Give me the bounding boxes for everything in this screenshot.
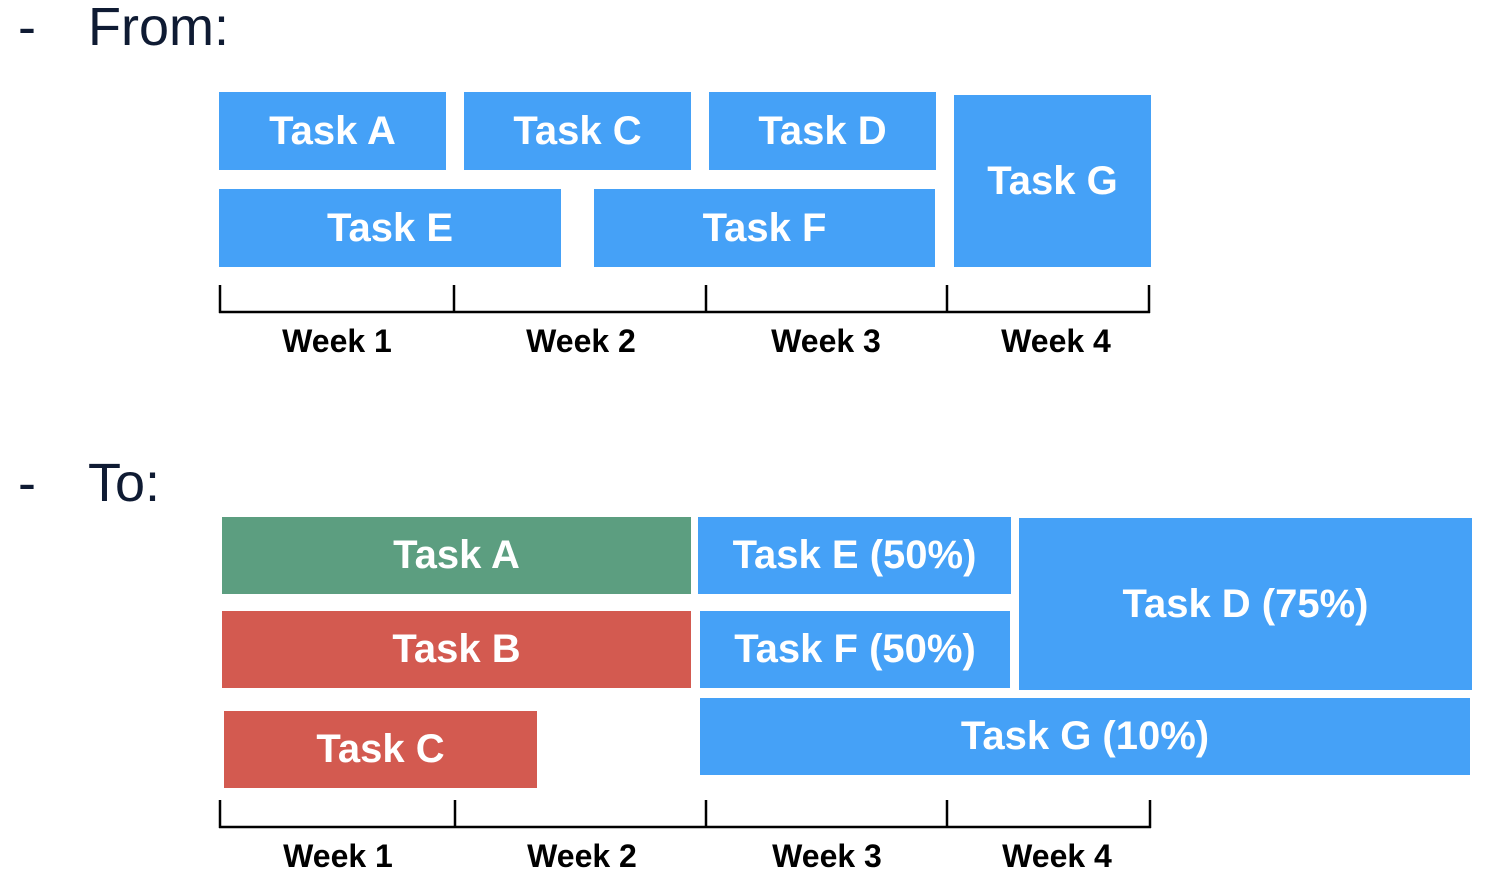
to-week-1-label: Week 1 (283, 838, 393, 874)
to-week-2-label: Week 2 (527, 838, 637, 874)
to-axis-lines (218, 800, 1152, 829)
from-axis-lines (218, 285, 1151, 314)
from-week-2-label: Week 2 (526, 323, 636, 359)
from-task-e: Task E (219, 189, 561, 267)
to-week-3-label: Week 3 (772, 838, 882, 874)
from-task-c: Task C (464, 92, 691, 170)
from-week-3-label: Week 3 (771, 323, 881, 359)
heading-from-label: From: (88, 0, 229, 57)
from-week-1-label: Week 1 (282, 323, 392, 359)
heading-to-label: To: (88, 453, 161, 513)
from-task-f: Task F (594, 189, 935, 267)
to-task-c: Task C (224, 711, 537, 788)
to-task-b: Task B (222, 611, 691, 688)
to-task-f: Task F (50%) (700, 611, 1010, 688)
from-task-g: Task G (954, 95, 1151, 267)
from-week-4-label: Week 4 (1001, 323, 1111, 359)
to-week-4-label: Week 4 (1002, 838, 1112, 874)
bullet-dash: - (18, 453, 36, 513)
from-task-a: Task A (219, 92, 446, 170)
from-task-d: Task D (709, 92, 936, 170)
to-task-e: Task E (50%) (698, 517, 1011, 594)
to-task-d: Task D (75%) (1019, 518, 1472, 690)
to-task-a: Task A (222, 517, 691, 594)
bullet-dash: - (18, 0, 36, 57)
to-task-g: Task G (10%) (700, 698, 1470, 775)
